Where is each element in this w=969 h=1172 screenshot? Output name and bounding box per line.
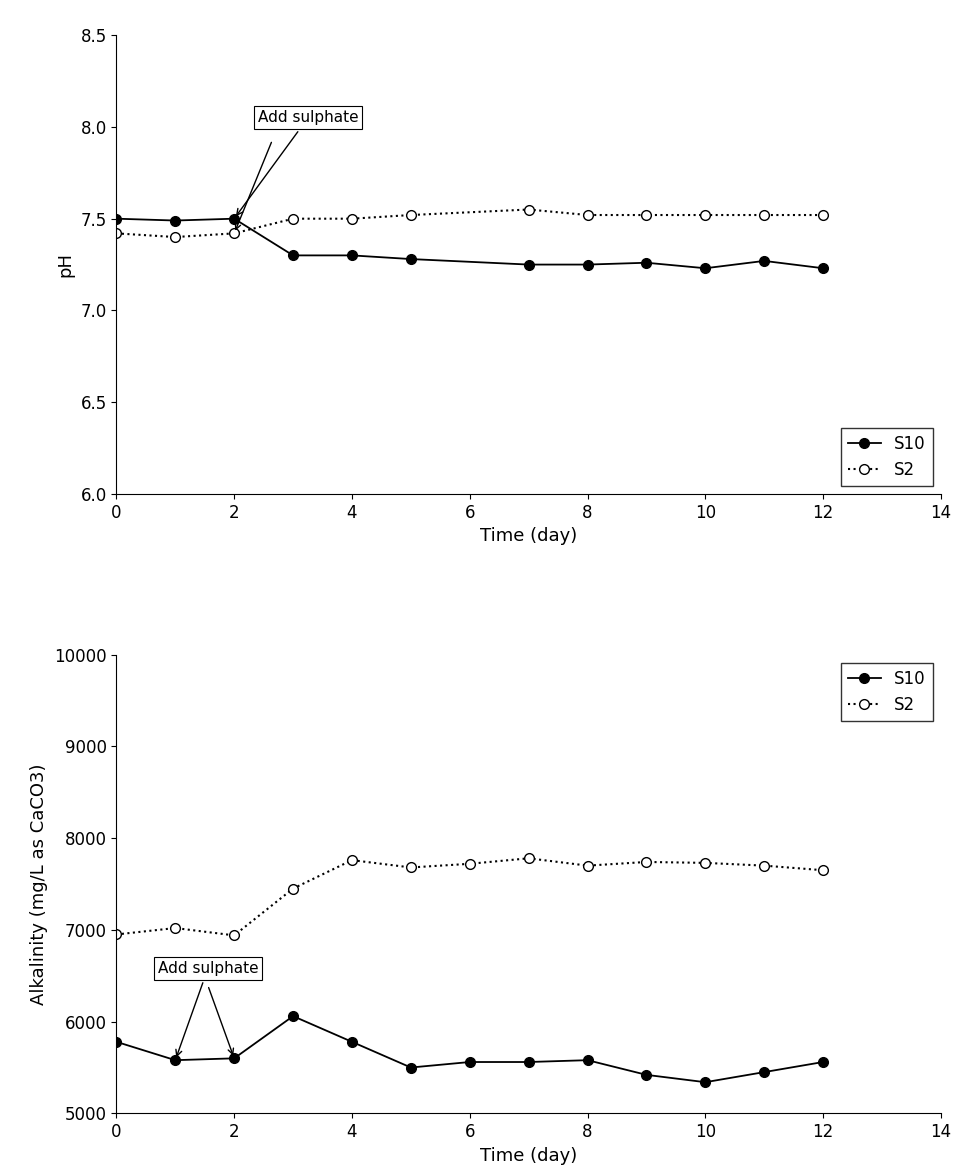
S2 [699, 207, 710, 222]
S2 [228, 226, 239, 240]
S2 [817, 207, 828, 222]
S10 [581, 1054, 593, 1068]
S2 [758, 207, 769, 222]
S2 [346, 853, 358, 867]
S2 [287, 212, 298, 226]
S2 [287, 881, 298, 895]
S10 [817, 261, 828, 275]
Legend: S10, S2: S10, S2 [840, 663, 931, 721]
Line: S2: S2 [111, 205, 828, 241]
S10 [640, 1068, 651, 1082]
Text: Add sulphate: Add sulphate [236, 110, 358, 216]
X-axis label: Time (day): Time (day) [480, 1146, 577, 1165]
S10 [758, 254, 769, 268]
Line: S10: S10 [111, 213, 828, 273]
S2 [405, 207, 417, 222]
Text: Add sulphate: Add sulphate [157, 961, 258, 1056]
Y-axis label: Alkalinity (mg/L as CaCO3): Alkalinity (mg/L as CaCO3) [30, 763, 48, 1004]
S10 [346, 1035, 358, 1049]
S10 [170, 1054, 181, 1068]
S10 [228, 212, 239, 226]
S10 [170, 213, 181, 227]
S10 [522, 258, 534, 272]
S2 [522, 203, 534, 217]
S10 [522, 1055, 534, 1069]
S10 [405, 252, 417, 266]
S10 [287, 248, 298, 263]
S2 [640, 207, 651, 222]
S10 [640, 255, 651, 270]
Legend: S10, S2: S10, S2 [840, 428, 931, 485]
S10 [463, 1055, 475, 1069]
Y-axis label: pH: pH [57, 252, 75, 277]
S2 [581, 859, 593, 873]
S10 [581, 258, 593, 272]
S2 [463, 857, 475, 871]
S2 [817, 864, 828, 878]
S2 [699, 856, 710, 870]
S2 [346, 212, 358, 226]
S2 [581, 207, 593, 222]
S10 [405, 1061, 417, 1075]
S2 [758, 859, 769, 873]
S10 [699, 261, 710, 275]
S10 [110, 212, 122, 226]
S2 [170, 921, 181, 935]
S10 [346, 248, 358, 263]
S10 [758, 1065, 769, 1079]
Line: S10: S10 [111, 1011, 828, 1088]
S2 [170, 230, 181, 244]
S10 [699, 1075, 710, 1089]
S2 [110, 226, 122, 240]
S2 [522, 851, 534, 865]
S2 [640, 854, 651, 868]
S2 [110, 927, 122, 941]
S10 [287, 1009, 298, 1023]
X-axis label: Time (day): Time (day) [480, 527, 577, 545]
S2 [405, 860, 417, 874]
S10 [228, 1051, 239, 1065]
Line: S2: S2 [111, 853, 828, 940]
S10 [110, 1035, 122, 1049]
S10 [817, 1055, 828, 1069]
S2 [228, 928, 239, 942]
